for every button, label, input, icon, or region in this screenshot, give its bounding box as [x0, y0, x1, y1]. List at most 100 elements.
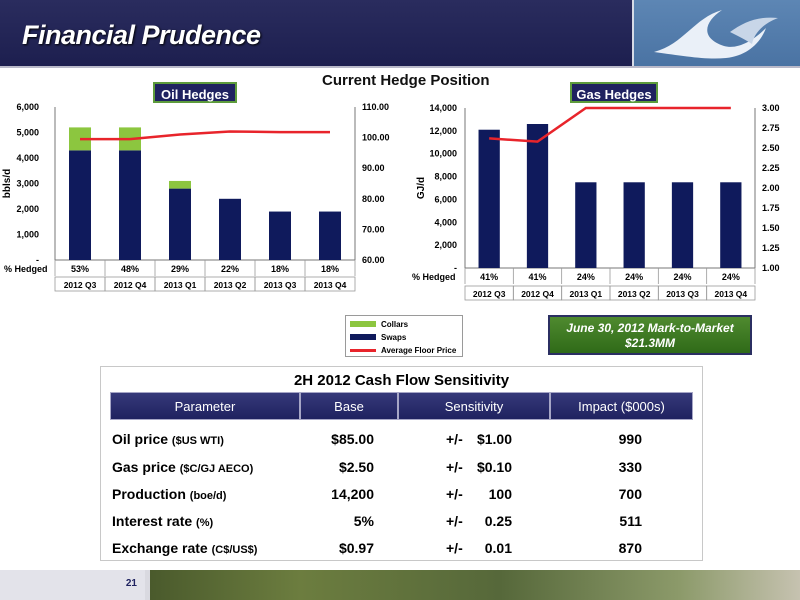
category-tick-label: 2013 Q4	[715, 289, 748, 299]
legend-item-swaps: Swaps	[350, 332, 406, 342]
base-value: 5%	[353, 513, 374, 529]
swaps-bar	[169, 188, 191, 260]
base-value: 14,200	[331, 486, 374, 502]
plus-minus: +/-	[446, 513, 463, 529]
mtm-line1: June 30, 2012 Mark-to-Market	[566, 321, 734, 335]
pct-hedged-label: 29%	[171, 264, 189, 274]
swaps-bar	[526, 124, 549, 268]
header: Financial Prudence	[0, 0, 800, 68]
wave-logo-icon	[654, 10, 778, 59]
y-tick-label: 6,000	[16, 102, 39, 112]
plus-minus: +/-	[446, 459, 463, 475]
pct-hedged-label: 18%	[271, 264, 289, 274]
base-value: $0.97	[338, 540, 374, 556]
category-tick-label: 2013 Q2	[618, 289, 651, 299]
y2-tick-label: 110.00	[362, 102, 389, 112]
mtm-line2: $21.3MM	[624, 336, 676, 350]
impact-value: 330	[618, 459, 642, 475]
y2-tick-label: 2.75	[762, 123, 780, 133]
header-sensitivity: Sensitivity	[398, 392, 550, 420]
header-parameter: Parameter	[110, 392, 300, 420]
pct-hedged-label: 24%	[577, 272, 595, 282]
pct-hedged-row-label: % Hedged	[4, 264, 48, 274]
table-row-param: Production (boe/d)	[112, 485, 226, 503]
base-value: $2.50	[338, 459, 374, 475]
legend-label-collars: Collars	[381, 319, 409, 329]
pct-hedged-label: 41%	[480, 272, 498, 282]
legend-swatch-floor	[350, 348, 376, 352]
impact-value: 870	[618, 540, 642, 556]
param-name: Production	[112, 486, 186, 502]
y-tick-label: 10,000	[429, 149, 457, 159]
swaps-bar	[623, 182, 645, 268]
legend-item-floor: Average Floor Price	[350, 345, 456, 355]
y2-tick-label: 3.00	[762, 103, 780, 113]
table-row-param: Exchange rate (C$/US$)	[112, 539, 257, 557]
y-tick-label: 5,000	[16, 128, 39, 138]
table-row-param: Oil price ($US WTI)	[112, 430, 224, 448]
sensitivity-panel: 2H 2012 Cash Flow Sensitivity	[100, 366, 703, 561]
collars-bar	[169, 180, 191, 189]
sensitivity-value: 100	[488, 486, 512, 502]
table-row-param: Interest rate (%)	[112, 512, 213, 530]
param-name: Oil price	[112, 431, 169, 447]
y-tick-label: 1,000	[16, 230, 39, 240]
pct-hedged-label: 53%	[71, 264, 89, 274]
category-cell	[706, 285, 756, 301]
param-name: Gas price	[112, 459, 176, 475]
plus-minus: +/-	[446, 540, 463, 556]
category-tick-label: 2012 Q3	[64, 280, 97, 290]
y-axis-label: GJ/d	[416, 177, 427, 199]
param-unit: (%)	[196, 517, 214, 529]
y2-tick-label: 90.00	[362, 163, 385, 173]
floor-price-line	[489, 106, 731, 143]
page-number-box: 21	[0, 570, 145, 600]
legend-label-swaps: Swaps	[381, 332, 407, 342]
param-unit: ($C/GJ AECO)	[179, 463, 254, 475]
impact-value: 700	[618, 486, 642, 502]
category-cell	[304, 276, 356, 292]
y-tick-label: 14,000	[429, 103, 457, 113]
y2-tick-label: 100.00	[362, 133, 390, 143]
swaps-bar	[671, 182, 694, 268]
hedge-section-title: Current Hedge Position	[322, 72, 490, 89]
plus-minus: +/-	[446, 431, 463, 447]
header-band	[0, 0, 632, 66]
legend-label-floor: Average Floor Price	[381, 345, 457, 355]
category-tick-label: 2013 Q1	[570, 289, 603, 299]
category-tick-label: 2012 Q4	[521, 289, 554, 299]
y-tick-label: 3,000	[16, 179, 39, 189]
y2-tick-label: 2.25	[762, 163, 780, 173]
param-name: Exchange rate	[112, 540, 208, 556]
legend-swatch-collars	[350, 321, 376, 327]
pct-hedged-label: 24%	[625, 272, 643, 282]
swaps-bar	[478, 129, 500, 268]
legend-item-collars: Collars	[350, 319, 408, 329]
impact-value: 511	[619, 513, 642, 529]
y-tick-label: 2,000	[434, 240, 457, 250]
base-value: $85.00	[331, 431, 374, 447]
y-tick-label: 4,000	[434, 217, 457, 227]
category-tick-label: 2013 Q4	[314, 280, 347, 290]
swaps-bar	[69, 150, 91, 260]
y2-tick-label: 80.00	[362, 194, 385, 204]
sensitivity-value: 0.25	[484, 513, 512, 529]
chart-legend: Collars Swaps Average Floor Price	[345, 315, 463, 357]
y-tick-label: 4,000	[16, 153, 39, 163]
company-logo	[632, 0, 800, 66]
swaps-bar	[720, 182, 742, 268]
sensitivity-value: $0.10	[476, 459, 512, 475]
category-tick-label: 2013 Q1	[164, 280, 197, 290]
category-tick-label: 2013 Q3	[264, 280, 297, 290]
pct-hedged-label: 41%	[528, 272, 546, 282]
param-name: Interest rate	[112, 513, 193, 529]
swaps-bar	[269, 211, 291, 260]
y-axis-label: bbls/d	[2, 169, 13, 198]
swaps-bar	[575, 182, 597, 268]
pct-hedged-label: 48%	[121, 264, 139, 274]
y-tick-label: 2,000	[16, 204, 39, 214]
y2-tick-label: 60.00	[362, 255, 385, 265]
category-tick-label: 2013 Q2	[214, 280, 247, 290]
param-unit: (boe/d)	[189, 490, 227, 502]
oil-hedges-label: Oil Hedges	[153, 82, 237, 103]
